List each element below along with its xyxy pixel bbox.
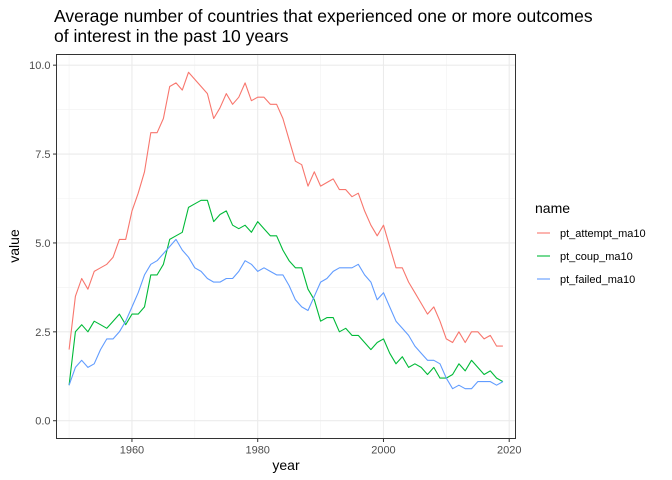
plot-border — [56, 54, 516, 439]
legend-title: name — [535, 200, 570, 216]
series-line-pt_failed_ma10 — [68, 238, 504, 390]
y-tick-label: 5.0 — [35, 238, 50, 250]
series-lines — [68, 71, 504, 390]
y-tick-label: 0.0 — [35, 416, 50, 428]
legend-label-pt_failed_ma10: pt_failed_ma10 — [560, 274, 635, 286]
x-tick-label: 2020 — [497, 445, 521, 457]
x-axis-title: year — [272, 457, 300, 473]
plot-panel — [56, 54, 516, 439]
y-tick-label: 10.0 — [29, 60, 50, 72]
x-axis: 1960 1980 2000 2020 — [120, 438, 521, 457]
chart-title-line-2: of interest in the past 10 years — [54, 26, 289, 46]
x-tick-label: 2000 — [371, 445, 395, 457]
series-line-pt_coup_ma10 — [68, 199, 504, 386]
grid-lines — [56, 54, 516, 439]
y-axis: 0.0 2.5 5.0 7.5 10.0 — [29, 60, 57, 428]
chart-title-line-1: Average number of countries that experie… — [54, 6, 593, 26]
x-tick-label: 1960 — [120, 445, 144, 457]
y-tick-label: 7.5 — [35, 149, 50, 161]
legend: name pt_attempt_ma10 pt_coup_ma10 pt_faile… — [535, 200, 646, 288]
y-tick-label: 2.5 — [35, 327, 50, 339]
series-line-pt_attempt_ma10 — [68, 71, 503, 350]
y-axis-title: value — [6, 229, 22, 263]
x-tick-label: 1980 — [245, 445, 269, 457]
legend-label-pt_attempt_ma10: pt_attempt_ma10 — [560, 228, 646, 240]
legend-label-pt_coup_ma10: pt_coup_ma10 — [560, 251, 633, 263]
